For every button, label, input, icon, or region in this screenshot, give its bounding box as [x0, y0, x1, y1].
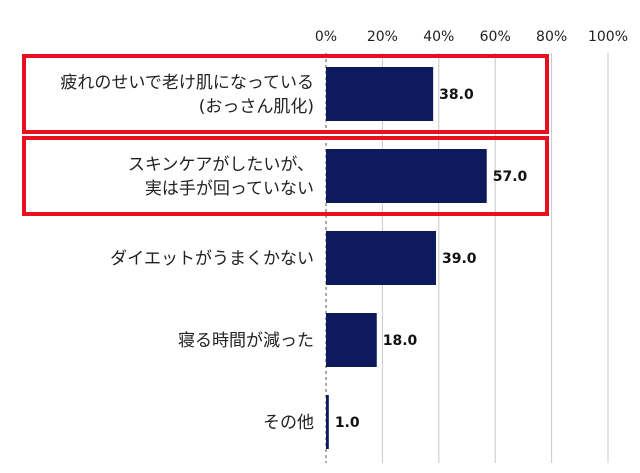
bar — [326, 149, 487, 203]
data-label: 38.0 — [439, 87, 474, 103]
x-tick-label: 60% — [480, 29, 511, 45]
category-labels: 疲れのせいで老け肌になっている (おっさん肌化) スキンケアがしたいが、実は手が回っ… — [60, 73, 314, 433]
highlight-box — [22, 54, 549, 134]
x-tick-label: 100% — [588, 29, 628, 45]
category-label: 寝る時間が減った — [178, 330, 314, 351]
x-tick-label: 20% — [367, 29, 398, 45]
category-label: 実は手が回っていない — [145, 179, 314, 199]
data-label: 18.0 — [383, 333, 418, 349]
data-label: 1.0 — [335, 415, 360, 431]
data-label: 39.0 — [442, 251, 477, 267]
category-label: その他 — [263, 413, 314, 433]
highlight-box — [22, 136, 549, 216]
bar — [326, 231, 436, 285]
bar — [326, 313, 377, 367]
highlight-boxes — [22, 54, 549, 216]
x-tick-label: 40% — [423, 29, 454, 45]
bar — [326, 67, 434, 121]
category-label: (おっさん肌化) — [199, 97, 314, 117]
x-axis-ticks: 0% 20% 40% 60% 80% 100% — [315, 29, 628, 45]
x-tick-label: 80% — [536, 29, 567, 45]
category-label: スキンケアがしたいが、 — [128, 155, 314, 175]
x-tick-label: 0% — [315, 29, 337, 45]
value-labels: 38.0 57.0 39.0 18.0 1.0 — [335, 87, 528, 431]
bars — [326, 67, 487, 449]
category-label: ダイエットがうまくかない — [110, 249, 314, 269]
category-label: 疲れのせいで老け肌になっている — [60, 73, 314, 93]
bar — [326, 395, 329, 449]
data-label: 57.0 — [493, 169, 528, 185]
